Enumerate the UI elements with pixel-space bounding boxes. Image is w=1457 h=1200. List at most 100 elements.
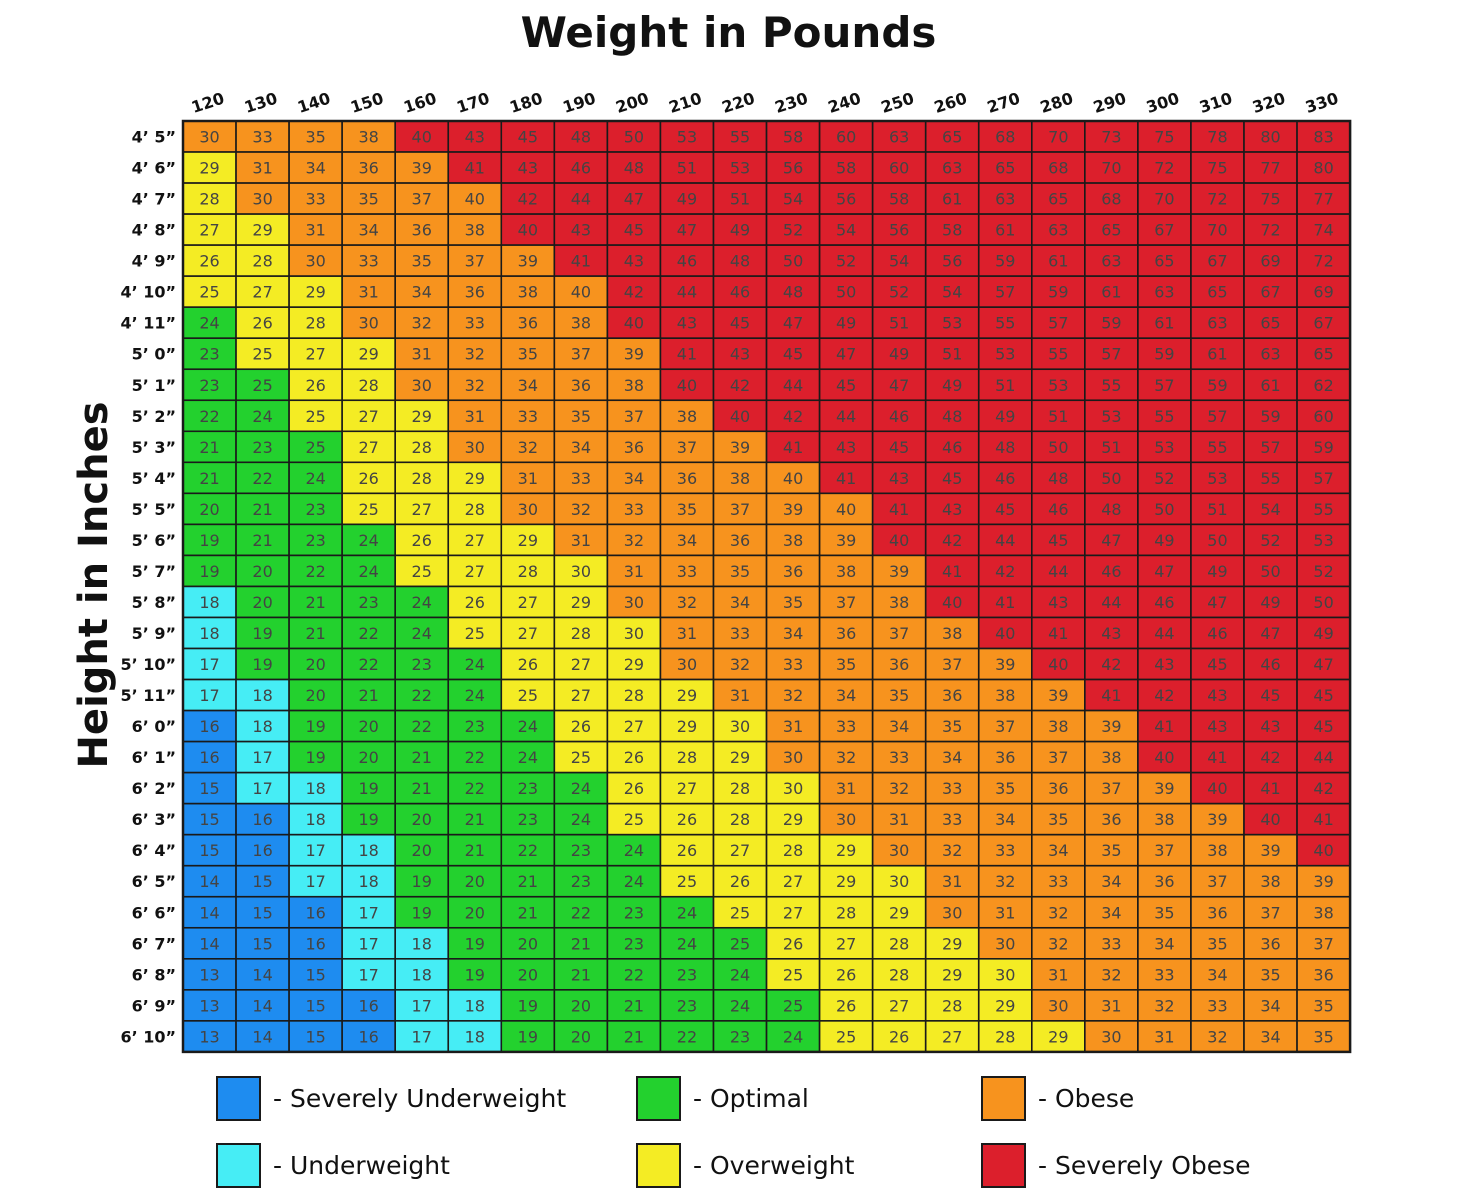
cell-value-label: 33 [624,500,644,519]
cell-value-label: 40 [783,469,803,488]
heatmap-cell [659,213,715,246]
legend-item: - Severely Obese [981,1140,1251,1190]
cell-value-label: 14 [252,1027,272,1046]
cell-value-label: 33 [571,469,591,488]
cell-value-label: 37 [1048,748,1068,767]
heatmap-cell [977,306,1033,340]
legend-swatch [636,1142,681,1188]
cell-value-label: 30 [571,562,591,581]
bmi-heatmap: 120 130 140 150 160 170 180 190 200 210 220 230 240 2… [120,89,1352,1054]
cell-value-label: 49 [1207,562,1227,581]
cell-value-label: 57 [1101,345,1121,364]
heatmap-cell [500,461,556,495]
heatmap-cell [288,926,343,960]
y-tick-label: 4’ 8” [132,221,176,240]
heatmap-cell [977,275,1033,308]
cell-value-label: 24 [624,841,644,860]
heatmap-cell [871,709,927,743]
cell-value-label: 35 [518,345,538,364]
cell-value-label: 21 [624,1027,644,1046]
cell-value-label: 19 [518,1027,538,1046]
cell-value-label: 42 [1313,779,1333,798]
cell-value-label: 75 [1260,190,1280,209]
heatmap-cell [182,120,237,153]
heatmap-cell [553,120,609,153]
cell-value-label: 39 [1260,841,1280,860]
heatmap-cell [924,244,980,277]
cell-value-label: 59 [995,252,1015,271]
cell-value-label: 25 [730,934,750,953]
cell-value-label: 24 [677,934,697,953]
cell-value-label: 67 [1154,221,1174,240]
cell-value-label: 38 [889,593,909,612]
cell-value-label: 31 [1101,996,1121,1015]
heatmap-cell [606,678,662,712]
cell-value-label: 57 [995,283,1015,302]
cell-value-label: 42 [1101,655,1121,674]
cell-value-label: 39 [1048,686,1068,705]
cell-value-label: 34 [412,283,432,302]
cell-value-label: 61 [995,221,1015,240]
heatmap-cell [447,213,503,246]
cell-value-label: 24 [465,655,485,674]
cell-value-label: 15 [305,1027,325,1046]
cell-value-label: 21 [571,934,591,953]
cell-value-label: 29 [1048,1027,1068,1046]
cell-value-label: 24 [358,562,378,581]
heatmap-cell [1243,771,1298,805]
heatmap-cell [553,895,609,929]
cell-value-label: 17 [412,996,432,1015]
cell-value-label: 34 [730,593,750,612]
heatmap-cell [712,616,768,650]
cell-value-label: 20 [305,655,325,674]
cell-value-label: 22 [305,562,325,581]
cell-value-label: 33 [995,841,1015,860]
cell-value-label: 29 [836,841,856,860]
cell-value-label: 31 [730,686,750,705]
cell-value-label: 28 [942,996,962,1015]
cell-value-label: 18 [358,872,378,891]
heatmap-cell [1137,740,1192,774]
y-tick-label: 5’ 6” [132,531,176,550]
cell-value-label: 59 [1207,376,1227,395]
heatmap-cell [1243,616,1298,650]
x-tick-label: 290 [1091,89,1129,117]
heatmap-cell [553,647,609,681]
cell-value-label: 43 [730,345,750,364]
heatmap-cell [712,492,768,526]
cell-value-label: 25 [677,872,697,891]
cell-value-label: 49 [730,221,750,240]
heatmap-cell [818,740,874,774]
cell-value-label: 31 [1154,1027,1174,1046]
cell-value-label: 29 [465,469,485,488]
heatmap-cell [924,120,980,153]
cell-value-label: 32 [465,376,485,395]
heatmap-cell [1190,895,1245,929]
heatmap-cell [1190,337,1245,371]
heatmap-cell [447,368,503,402]
cell-value-label: 17 [199,655,219,674]
legend-swatch [216,1142,261,1188]
heatmap-cell [1243,926,1298,960]
cell-value-label: 50 [1260,562,1280,581]
cell-value-label: 15 [252,903,272,922]
cell-value-label: 25 [783,996,803,1015]
heatmap-cell [394,895,450,929]
cell-value-label: 26 [305,376,325,395]
cell-value-label: 25 [252,345,272,364]
heatmap-cell [1137,709,1192,743]
cell-value-label: 13 [199,965,219,984]
heatmap-cell [182,523,237,557]
cell-value-label: 43 [1207,686,1227,705]
cell-value-label: 35 [730,562,750,581]
cell-value-label: 65 [995,159,1015,178]
heatmap-cell [871,461,927,495]
cell-value-label: 55 [1260,469,1280,488]
cell-value-label: 45 [995,500,1015,519]
cell-value-label: 40 [1207,779,1227,798]
cell-value-label: 28 [624,686,644,705]
heatmap-cell [1137,958,1192,991]
cell-value-label: 30 [465,438,485,457]
cell-value-label: 54 [836,221,856,240]
cell-value-label: 30 [1101,1027,1121,1046]
